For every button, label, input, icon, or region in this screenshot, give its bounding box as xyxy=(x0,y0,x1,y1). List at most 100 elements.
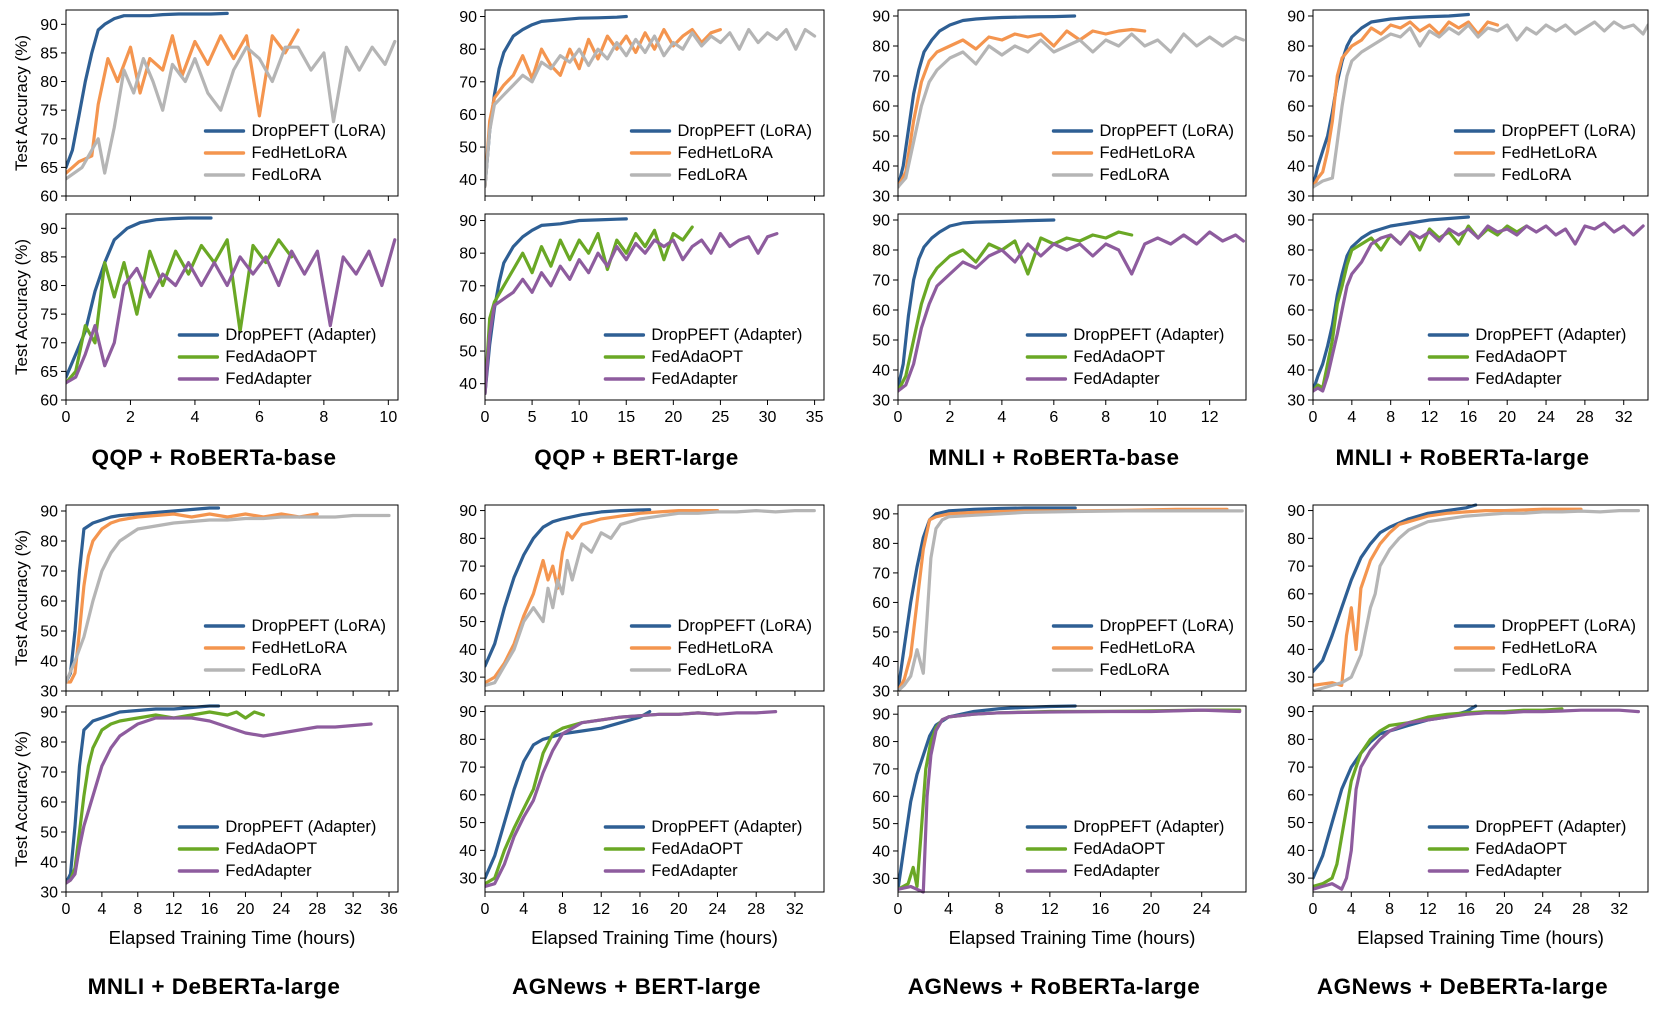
series-line-fedadaopt xyxy=(485,225,694,396)
legend-label-droppeft-adapter: DropPEFT (Adapter) xyxy=(1073,326,1224,344)
legend: DropPEFT (Adapter) FedAdaOPT FedAdapter xyxy=(1427,326,1626,388)
y-tick-label: 40 xyxy=(1287,642,1305,659)
panel-bottom: 30 40 50 60 70 80 90 0 4 8 12 16 20 24 28 32 DropPEFT (A… xyxy=(1287,213,1649,426)
series-line-droppeft-lora xyxy=(485,508,652,668)
y-tick-label: 30 xyxy=(872,189,890,206)
y-tick-label: 80 xyxy=(872,243,890,260)
legend: DropPEFT (LoRA) FedHetLoRA FedLoRA xyxy=(203,617,386,679)
legend-label-fedadapter: FedAdapter xyxy=(1475,370,1562,388)
x-tick-label: 8 xyxy=(995,901,1004,918)
plot-frame xyxy=(65,705,399,893)
y-tick-label: 60 xyxy=(459,787,477,804)
chart-title: MNLI + RoBERTa-base xyxy=(929,445,1180,470)
series-line-fedhetlora xyxy=(898,27,1147,189)
panel-top: 60 65 70 75 80 85 90 DropPEFT (LoRA) FedHetLoRA F… xyxy=(12,9,399,206)
legend: DropPEFT (Adapter) FedAdaOPT FedAdapter xyxy=(603,326,802,388)
y-tick-label: 40 xyxy=(872,654,890,671)
legend-label-fedadapter: FedAdapter xyxy=(1073,370,1160,388)
y-tick-label: 80 xyxy=(459,732,477,749)
plot-frame xyxy=(1312,705,1649,893)
series-line-droppeft-adapter xyxy=(485,710,652,880)
x-tick-label: 12 xyxy=(165,901,183,918)
x-tick-label: 20 xyxy=(237,901,255,918)
y-tick-label: 90 xyxy=(40,221,58,238)
panel-top: 30 40 50 60 70 80 90 DropPEFT (LoRA) FedHetLoRA F… xyxy=(872,504,1247,701)
y-tick-label: 50 xyxy=(459,815,477,832)
y-tick-label: 60 xyxy=(459,107,477,124)
y-tick-label: 50 xyxy=(40,624,58,641)
x-tick-label: 20 xyxy=(1142,901,1160,918)
plot-frame xyxy=(897,9,1247,197)
x-tick-label: 0 xyxy=(481,409,490,426)
y-tick-label: 30 xyxy=(459,871,477,888)
series-line-fedadaopt xyxy=(485,711,720,886)
y-tick-label: 80 xyxy=(459,42,477,59)
legend-label-fedadaopt: FedAdaOPT xyxy=(1073,348,1165,366)
y-tick-label: 50 xyxy=(40,825,58,842)
y-tick-label: 60 xyxy=(1287,303,1305,320)
y-tick-label: 70 xyxy=(1287,273,1305,290)
series-line-fedlora xyxy=(898,509,1244,693)
x-tick-label: 16 xyxy=(631,901,649,918)
x-tick-label: 24 xyxy=(709,901,727,918)
y-tick-label: 90 xyxy=(1287,503,1305,520)
plot-frame xyxy=(897,504,1247,692)
legend: DropPEFT (Adapter) FedAdaOPT FedAdapter xyxy=(1427,818,1626,880)
y-tick-label: 60 xyxy=(872,99,890,116)
y-tick-label: 70 xyxy=(1287,559,1305,576)
x-tick-label: 28 xyxy=(747,901,765,918)
x-tick-label: 20 xyxy=(664,409,682,426)
x-tick-label: 24 xyxy=(1537,409,1555,426)
legend-label-fedadapter: FedAdapter xyxy=(225,370,312,388)
x-tick-label: 12 xyxy=(1419,901,1437,918)
chart-title: AGNews + DeBERTa-large xyxy=(1317,974,1608,999)
y-tick-label: 60 xyxy=(459,311,477,328)
panel-top: 40 50 60 70 80 90 DropPEFT (LoRA) FedHetLoRA Fed… xyxy=(459,9,825,201)
x-tick-label: 8 xyxy=(133,901,142,918)
y-tick-label: 60 xyxy=(1287,787,1305,804)
x-axis-label: Elapsed Training Time (hours) xyxy=(949,927,1196,948)
y-tick-label: 90 xyxy=(1287,9,1305,26)
y-tick-label: 75 xyxy=(40,307,58,324)
x-tick-label: 2 xyxy=(126,409,135,426)
y-tick-label: 40 xyxy=(872,363,890,380)
y-tick-label: 70 xyxy=(1287,69,1305,86)
series-line-fedhetlora xyxy=(485,509,720,685)
panel-bottom: 30 40 50 60 70 80 90 0 2 4 6 8 10 12 DropPEFT (Adapter… xyxy=(872,213,1247,426)
panel-bottom: 30 40 50 60 70 80 90 0 4 8 12 16 20 24 28 32 36 DropPEFT … xyxy=(12,704,399,918)
y-tick-label: 70 xyxy=(459,559,477,576)
x-tick-label: 20 xyxy=(1496,901,1514,918)
x-tick-label: 8 xyxy=(1386,409,1395,426)
series-line-droppeft-lora xyxy=(1313,503,1478,674)
y-tick-label: 60 xyxy=(872,789,890,806)
y-tick-label: 80 xyxy=(459,246,477,263)
legend: DropPEFT (Adapter) FedAdaOPT FedAdapter xyxy=(603,818,802,880)
legend-label-fedhetlora: FedHetLoRA xyxy=(252,639,347,657)
panel-bottom: 60 65 70 75 80 85 90 0 2 4 6 8 10 DropPEFT (Adapter) F… xyxy=(12,213,399,426)
y-tick-label: 30 xyxy=(1287,393,1305,410)
legend-label-droppeft-adapter: DropPEFT (Adapter) xyxy=(1475,818,1626,836)
y-tick-label: 70 xyxy=(40,131,58,148)
legend: DropPEFT (LoRA) FedHetLoRA FedLoRA xyxy=(1453,617,1636,679)
legend-label-fedadaopt: FedAdaOPT xyxy=(225,840,317,858)
y-tick-label: 60 xyxy=(872,595,890,612)
y-tick-label: 40 xyxy=(1287,159,1305,176)
legend-label-fedlora: FedLoRA xyxy=(252,166,322,184)
x-tick-label: 0 xyxy=(481,901,490,918)
y-tick-label: 70 xyxy=(1287,760,1305,777)
x-tick-label: 5 xyxy=(528,409,537,426)
x-tick-label: 16 xyxy=(201,901,219,918)
y-tick-label: 30 xyxy=(872,871,890,888)
y-tick-label: 40 xyxy=(872,843,890,860)
y-tick-label: 90 xyxy=(872,213,890,230)
chart-title: MNLI + RoBERTa-large xyxy=(1336,445,1590,470)
legend-label-fedhetlora: FedHetLoRA xyxy=(1502,639,1597,657)
panel-top: 30 40 50 60 70 80 90 DropPEFT (LoRA) FedHetLoRA F… xyxy=(1287,9,1649,206)
x-tick-label: 4 xyxy=(1347,901,1356,918)
